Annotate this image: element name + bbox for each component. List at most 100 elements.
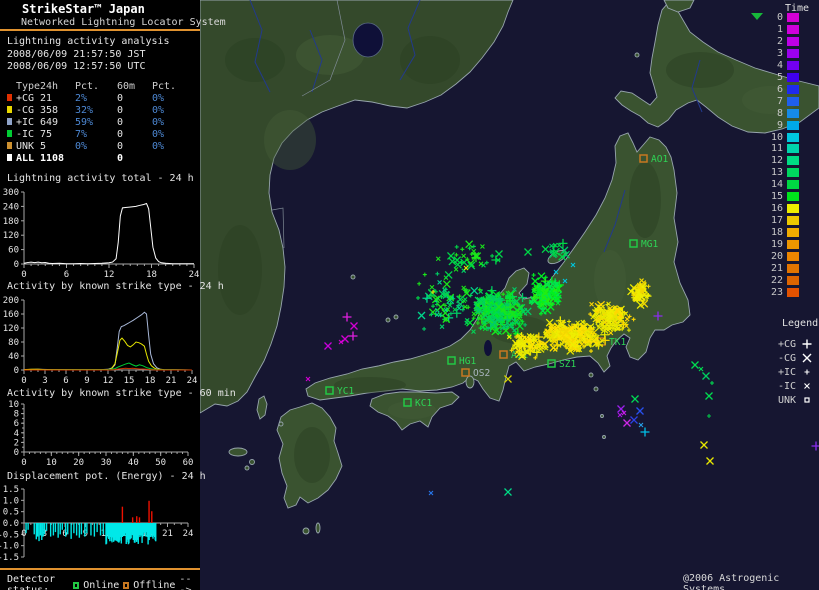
- time-legend-hour-16: 16: [765, 203, 799, 214]
- svg-text:AO1: AO1: [651, 154, 668, 165]
- sidebar-panel: StrikeStar™ Japan Networked Lightning Lo…: [0, 0, 236, 590]
- svg-text:12: 12: [103, 376, 114, 386]
- time-legend-hour-10: 10: [765, 132, 799, 143]
- analysis-heading: Lightning activity analysis: [7, 36, 170, 47]
- time-legend-hour-23: 23: [765, 287, 799, 298]
- svg-text:0: 0: [21, 458, 26, 468]
- svg-text:0: 0: [21, 376, 26, 386]
- svg-text:0.5: 0.5: [3, 508, 19, 518]
- svg-text:20: 20: [73, 458, 84, 468]
- station-marker-HG1[interactable]: HG1: [447, 356, 476, 367]
- svg-text:12: 12: [104, 270, 115, 280]
- lakes-rivers-layer: [249, 0, 703, 356]
- svg-text:160: 160: [3, 310, 19, 320]
- ulleungdo-island: [350, 274, 356, 280]
- chart-displacement-energy: 1.51.00.50.0-0.5-1.0-1.503691215182124: [0, 485, 193, 563]
- svg-text:15: 15: [124, 376, 135, 386]
- svg-text:-0.5: -0.5: [0, 530, 19, 540]
- izu-island-2: [593, 386, 599, 392]
- offline-label: Offline: [133, 579, 176, 590]
- time-legend-hour-12: 12: [765, 155, 799, 166]
- svg-text:HG1: HG1: [459, 356, 476, 367]
- offline-status-icon: [123, 581, 130, 589]
- time-legend-hour-19: 19: [765, 239, 799, 250]
- okushiri-island: [634, 52, 640, 58]
- strike-symbol-icon: [802, 353, 812, 363]
- strike-legend-entry-UNK: UNK: [760, 394, 814, 406]
- svg-text:0.0: 0.0: [3, 519, 19, 529]
- online-status-icon: [73, 581, 80, 589]
- svg-text:YC1: YC1: [337, 386, 354, 397]
- strike-legend-entry--CG: -CG: [760, 352, 814, 364]
- counts-row: +IC 649 59% 0 0%: [7, 116, 192, 128]
- station-marker-MG1[interactable]: MG1: [629, 239, 658, 250]
- river-1: [249, 0, 271, 93]
- lake-biwa: [484, 340, 492, 356]
- svg-text:MG1: MG1: [641, 239, 658, 250]
- svg-text:60: 60: [8, 246, 19, 256]
- svg-text:-1.0: -1.0: [0, 542, 19, 552]
- honshu: [305, 132, 691, 402]
- detector-status-bar: Detector status: Online Offline --->: [7, 574, 195, 590]
- goto-island: [249, 459, 255, 465]
- time-legend-title: Time: [785, 3, 810, 14]
- border-1: [301, 0, 346, 97]
- station-marker-AO1[interactable]: AO1: [639, 154, 668, 165]
- chart-title-energy24: Displacement pot. (Energy) - 24 h: [7, 471, 206, 482]
- time-legend-hour-20: 20: [765, 251, 799, 262]
- svg-text:8: 8: [14, 410, 19, 420]
- river-3: [309, 29, 323, 93]
- status-more-arrow[interactable]: --->: [179, 574, 192, 590]
- svg-text:18: 18: [145, 376, 156, 386]
- svg-text:50: 50: [155, 458, 166, 468]
- kyushu: [276, 402, 343, 509]
- svg-text:TK1: TK1: [609, 337, 626, 348]
- izu-island-4: [602, 435, 606, 439]
- svg-text:0: 0: [14, 448, 19, 458]
- svg-text:200: 200: [3, 296, 19, 306]
- river-5: [603, 189, 626, 253]
- svg-text:24: 24: [187, 376, 198, 386]
- svg-text:40: 40: [8, 352, 19, 362]
- copyright-notice: @2006 Astrogenic Systems: [683, 573, 780, 590]
- counts-row: -CG 358 32% 0 0%: [7, 104, 192, 116]
- svg-text:24: 24: [189, 270, 200, 280]
- strike-symbol-icon: [804, 397, 810, 403]
- station-marker-SZ1[interactable]: SZ1: [547, 359, 576, 370]
- online-label: Online: [83, 579, 120, 590]
- station-marker-YC1[interactable]: YC1: [325, 386, 354, 397]
- station-marker-KC1[interactable]: KC1: [403, 398, 432, 409]
- time-legend-hour-15: 15: [765, 191, 799, 202]
- svg-text:0: 0: [14, 260, 19, 270]
- svg-text:-1.5: -1.5: [0, 553, 19, 563]
- footer-divider: [0, 568, 200, 570]
- chart-title-total24: Lightning activity total - 24 h: [7, 173, 194, 184]
- chart-by-type-24h: 0 40 80 120 160 200 0 3 6 9 12 15 18 21 24: [3, 296, 198, 386]
- header-divider: [0, 29, 200, 31]
- strike-legend-entry-+IC: +IC: [760, 366, 814, 378]
- svg-text:SZ1: SZ1: [559, 359, 576, 370]
- izu-island-1: [588, 372, 594, 378]
- station-marker-OS2[interactable]: OS2: [461, 368, 490, 379]
- river-2: [399, 0, 421, 81]
- svg-text:21: 21: [166, 376, 177, 386]
- time-legend-hour-5: 5: [765, 72, 799, 83]
- svg-text:0: 0: [14, 366, 19, 376]
- svg-text:6: 6: [14, 419, 19, 429]
- iki-island: [278, 421, 284, 427]
- strike-legend-entry--IC: -IC: [760, 380, 814, 392]
- svg-text:3: 3: [42, 376, 47, 386]
- chart-title-bytype60: Activity by known strike type - 60 min: [7, 388, 236, 399]
- svg-text:120: 120: [3, 231, 19, 241]
- svg-text:18: 18: [146, 270, 157, 280]
- chart-title-bytype24: Activity by known strike type - 24 h: [7, 281, 224, 292]
- asia-mainland: [200, 0, 514, 414]
- jeju-island: [228, 447, 248, 457]
- svg-text:80: 80: [8, 338, 19, 348]
- svg-text:240: 240: [3, 202, 19, 212]
- svg-text:10: 10: [46, 458, 57, 468]
